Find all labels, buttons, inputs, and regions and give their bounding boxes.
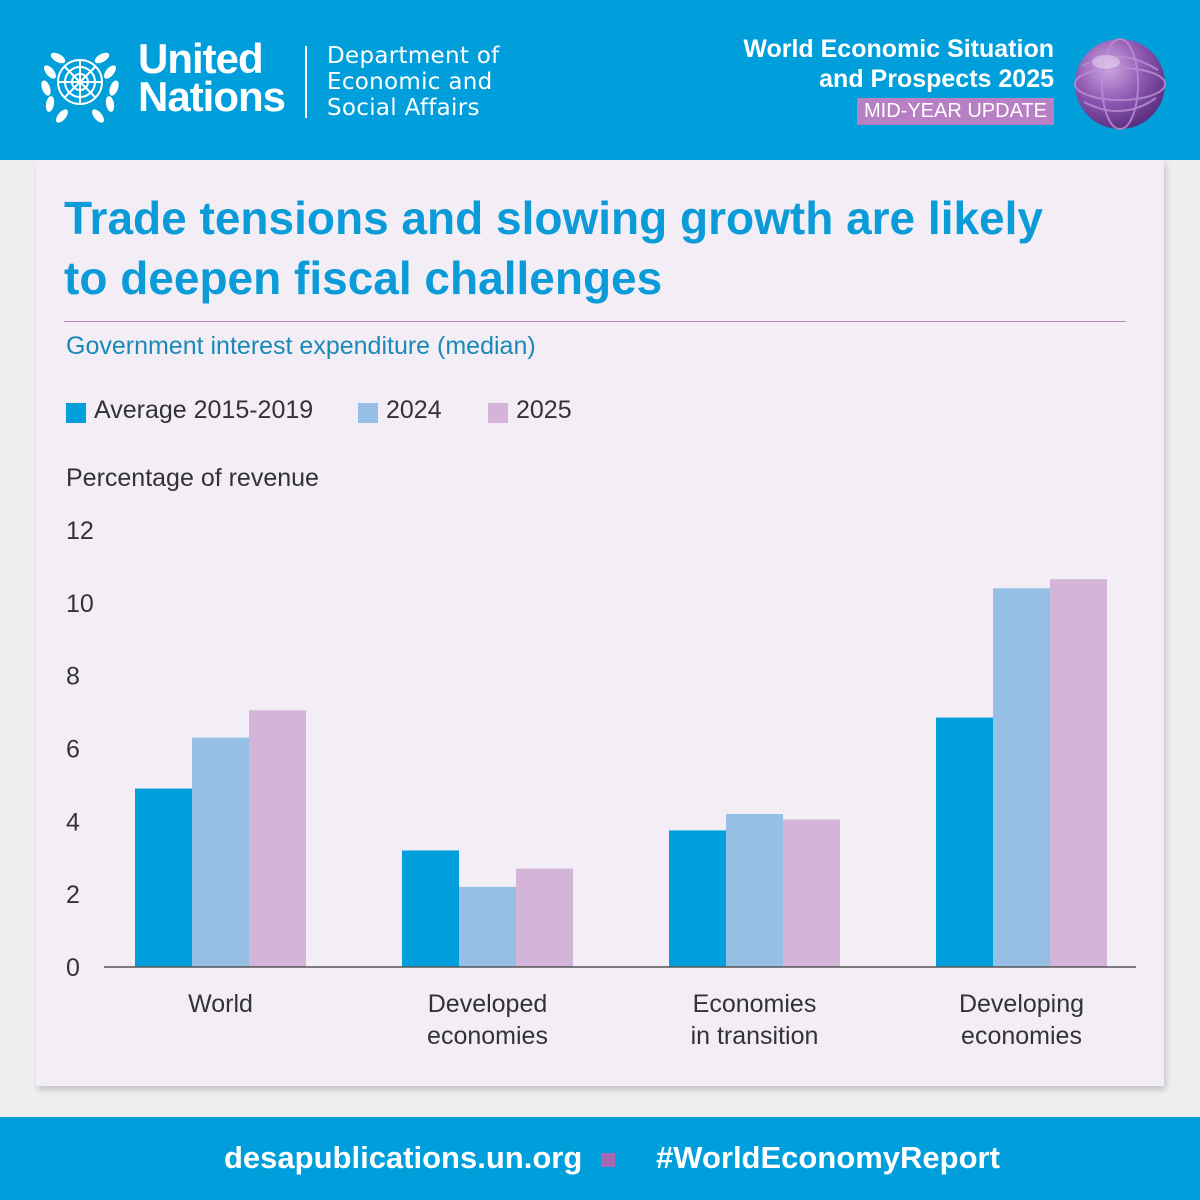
y-tick-label: 12 (66, 517, 94, 545)
bar (936, 717, 993, 967)
x-tick-label: Economies (693, 990, 817, 1018)
bar (1050, 579, 1107, 967)
department-line3: Social Affairs (327, 95, 480, 121)
report-title: World Economic Situation and Prospects 2… (743, 34, 1054, 94)
y-tick-label: 4 (66, 808, 80, 836)
bar (135, 788, 192, 967)
y-tick-label: 0 (66, 954, 80, 982)
globe-icon (1074, 38, 1166, 130)
legend-swatch-average (66, 403, 86, 423)
legend-label-2025: 2025 (516, 396, 572, 424)
department-line2: Economic and (327, 69, 493, 95)
report-title-line1: World Economic Situation (743, 35, 1054, 63)
footer-hashtag-link[interactable]: #WorldEconomyReport (656, 1140, 1000, 1175)
bar (249, 710, 306, 967)
chart-title: Government interest expenditure (median) (66, 332, 536, 360)
y-axis-label: Percentage of revenue (66, 464, 319, 492)
title-divider (64, 321, 1126, 322)
department-name: Department of Economic and Social Affair… (327, 43, 500, 121)
legend-swatch-2025 (488, 403, 508, 423)
x-tick-label: Developed (428, 990, 548, 1018)
bar (516, 868, 573, 967)
footer-separator (601, 1153, 615, 1167)
y-tick-label: 10 (66, 590, 94, 618)
footer-url-link[interactable]: desapublications.un.org (224, 1140, 583, 1175)
legend-label-2024: 2024 (386, 396, 442, 424)
bar (402, 850, 459, 967)
bar-chart: 0 2 4 6 8 10 12 World Developed economies Economie… (66, 517, 1136, 1050)
x-tick-label: in transition (691, 1022, 819, 1050)
legend-swatch-2024 (358, 403, 378, 423)
bar (726, 814, 783, 967)
page-title: Trade tensions and slowing growth are li… (64, 188, 1154, 308)
bar (669, 830, 726, 967)
y-tick-label: 6 (66, 736, 80, 764)
x-tick-label: Developing (959, 990, 1084, 1018)
footer-banner (0, 1117, 1200, 1200)
un-logotype: United Nations (138, 35, 286, 120)
bar (459, 886, 516, 967)
x-tick-label: economies (961, 1022, 1082, 1050)
x-tick-label: economies (427, 1022, 548, 1050)
page-title-line1: Trade tensions and slowing growth are li… (64, 192, 1044, 244)
un-logotype-line2: Nations (138, 73, 286, 120)
department-line1: Department of (327, 43, 500, 69)
x-tick-label: World (188, 990, 253, 1018)
bar (993, 588, 1050, 967)
bar (192, 737, 249, 967)
y-tick-label: 2 (66, 881, 80, 909)
y-tick-label: 8 (66, 663, 80, 691)
bar (783, 819, 840, 967)
un-logotype-line1: United (138, 35, 264, 82)
un-emblem-icon (41, 52, 119, 123)
report-title-line2: and Prospects 2025 (819, 65, 1054, 93)
legend-label-average: Average 2015-2019 (94, 396, 314, 424)
logo-divider (305, 46, 307, 118)
header-banner (0, 0, 1200, 160)
mid-year-badge: MID-YEAR UPDATE (857, 98, 1054, 125)
page-title-line2: to deepen fiscal challenges (64, 252, 663, 304)
